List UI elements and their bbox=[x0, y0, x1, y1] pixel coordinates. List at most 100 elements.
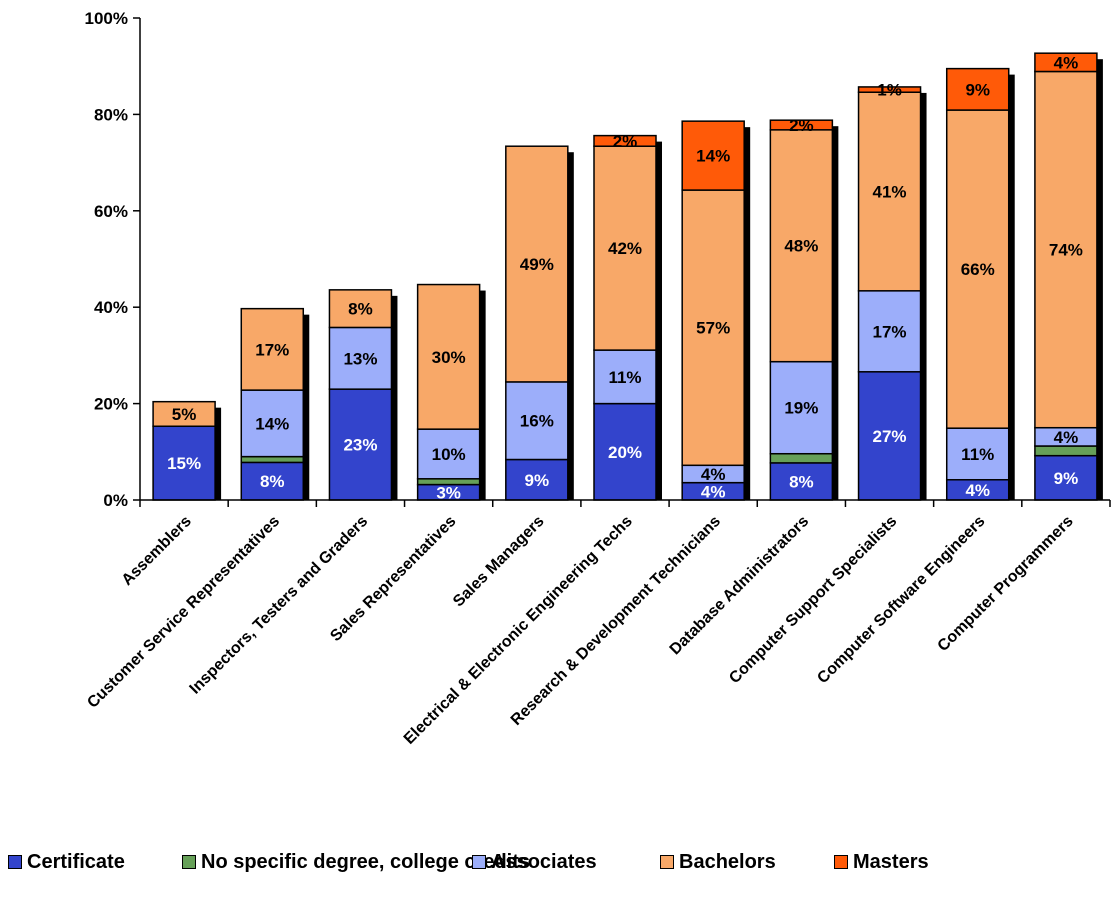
bar-segment bbox=[1034, 52, 1098, 73]
bar-segment bbox=[681, 189, 745, 467]
legend-swatch bbox=[472, 855, 486, 869]
data-label: 74% bbox=[1049, 241, 1083, 260]
y-tick-label: 100% bbox=[85, 9, 128, 28]
y-tick-label: 80% bbox=[94, 105, 128, 124]
legend-item: No specific degree, college credits bbox=[182, 848, 530, 876]
data-label: 4% bbox=[1054, 428, 1079, 447]
axes bbox=[133, 17, 1111, 507]
bar-segment bbox=[416, 428, 481, 480]
legend-label: Certificate bbox=[27, 850, 125, 873]
legend-item: Certificate bbox=[8, 848, 125, 876]
data-label: 49% bbox=[520, 255, 554, 274]
data-label: 66% bbox=[961, 260, 995, 279]
data-label: 1% bbox=[877, 81, 902, 100]
data-label: 9% bbox=[1054, 469, 1079, 488]
x-category-label: Customer Service Representatives bbox=[84, 513, 283, 712]
data-label: 20% bbox=[608, 443, 642, 462]
data-label: 9% bbox=[525, 471, 550, 490]
x-category-label: Inspectors, Testers and Graders bbox=[187, 513, 372, 698]
bar-segment bbox=[593, 134, 657, 147]
data-label: 4% bbox=[965, 481, 990, 500]
data-label: 11% bbox=[608, 368, 641, 387]
bar-segment bbox=[1034, 445, 1098, 457]
x-category-label: Computer Support Specialists bbox=[726, 513, 900, 687]
legend-swatch bbox=[8, 855, 22, 869]
legend-label: Associates bbox=[491, 850, 597, 873]
data-label: 41% bbox=[873, 183, 907, 202]
bar-segment bbox=[1034, 70, 1098, 429]
x-category-label: Sales Managers bbox=[450, 513, 548, 611]
bar-segment bbox=[857, 91, 922, 292]
data-label: 8% bbox=[260, 472, 285, 491]
data-label: 2% bbox=[789, 116, 814, 135]
bar-segment bbox=[769, 119, 834, 131]
bar-segment bbox=[240, 307, 305, 391]
data-label: 57% bbox=[696, 319, 730, 338]
data-label: 8% bbox=[348, 300, 373, 319]
data-label: 9% bbox=[965, 80, 990, 99]
bar-segment bbox=[769, 462, 834, 501]
bar-segment bbox=[945, 67, 1010, 111]
bar-segment bbox=[240, 389, 305, 458]
data-label: 8% bbox=[789, 472, 814, 491]
y-tick-label: 60% bbox=[94, 202, 128, 221]
data-label: 2% bbox=[613, 132, 638, 151]
data-label: 48% bbox=[784, 237, 818, 256]
data-label: 13% bbox=[343, 349, 377, 368]
y-tick-label: 20% bbox=[94, 395, 128, 414]
legend-item: Masters bbox=[834, 848, 929, 876]
legend-label: Masters bbox=[853, 850, 929, 873]
data-label: 30% bbox=[432, 348, 466, 367]
data-label: 14% bbox=[696, 147, 730, 166]
bar-segment bbox=[328, 289, 393, 329]
data-label: 42% bbox=[608, 239, 642, 258]
data-label: 27% bbox=[873, 427, 907, 446]
bar-segment bbox=[416, 283, 481, 430]
bar-segment bbox=[945, 109, 1010, 429]
bar-segment bbox=[328, 388, 393, 501]
legend-label: Bachelors bbox=[679, 850, 776, 873]
bar-segment bbox=[152, 425, 216, 501]
legend-swatch bbox=[660, 855, 674, 869]
bar-segment bbox=[240, 455, 305, 464]
data-label: 17% bbox=[873, 322, 907, 341]
bar-segment bbox=[505, 381, 569, 461]
legend-label: No specific degree, college credits bbox=[201, 850, 531, 873]
data-label: 4% bbox=[1054, 53, 1079, 72]
bar-segment bbox=[769, 129, 834, 363]
data-label: 14% bbox=[255, 414, 289, 433]
x-category-label: Database Administrators bbox=[667, 513, 813, 659]
legend-item: Bachelors bbox=[660, 848, 776, 876]
legend-item: Associates bbox=[472, 848, 597, 876]
y-tick-labels: 0% 20% 40% 60% 80% 100% bbox=[85, 9, 128, 510]
bar-segment bbox=[769, 452, 834, 464]
data-label: 10% bbox=[432, 445, 466, 464]
data-label: 17% bbox=[255, 340, 289, 359]
x-category-label: Computer Software Engineers bbox=[814, 513, 988, 687]
bar-segment bbox=[681, 120, 745, 191]
legend-swatch bbox=[834, 855, 848, 869]
bar-segment bbox=[945, 427, 1010, 481]
bar-segment bbox=[505, 145, 569, 383]
x-category-label: Assemblers bbox=[119, 513, 195, 589]
data-labels: 15% 5% 8% 14% 17% 23% 13% 8% 3% 10% 30% 9% 16% 49% 20%… bbox=[167, 53, 1083, 502]
data-label: 5% bbox=[172, 405, 197, 424]
data-label: 19% bbox=[784, 399, 818, 418]
data-label: 15% bbox=[167, 454, 201, 473]
data-label: 3% bbox=[436, 483, 461, 502]
bar-segment bbox=[857, 86, 922, 93]
bar-segment bbox=[593, 402, 657, 501]
data-label: 11% bbox=[961, 445, 994, 464]
bar-segment bbox=[152, 400, 216, 428]
data-label: 16% bbox=[520, 412, 554, 431]
bar-segment bbox=[505, 458, 569, 501]
data-label: 4% bbox=[701, 465, 726, 484]
data-label: 4% bbox=[701, 482, 726, 501]
bar-segment bbox=[593, 145, 657, 351]
legend: Certificate No specific degree, college c… bbox=[0, 848, 1119, 888]
y-tick-label: 40% bbox=[94, 298, 128, 317]
bar-segment bbox=[328, 326, 393, 390]
bar-segments bbox=[152, 52, 1098, 501]
